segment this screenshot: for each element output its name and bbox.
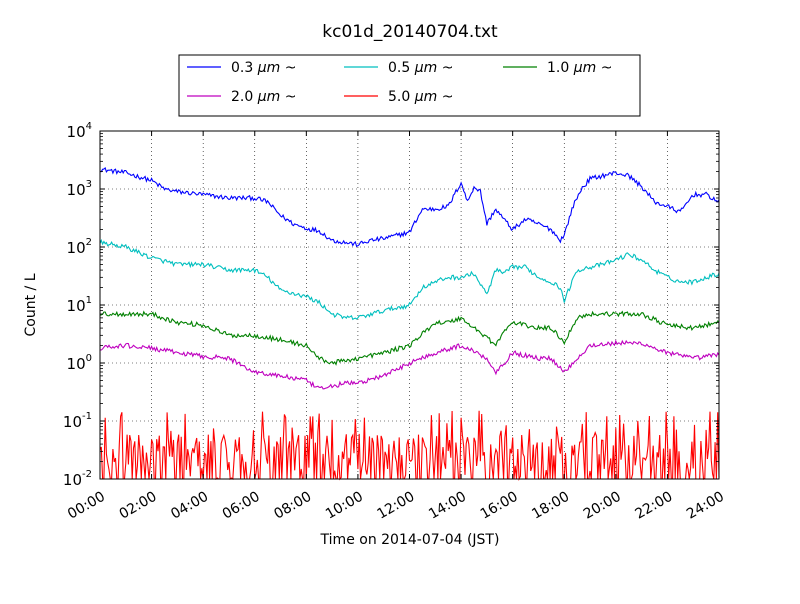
legend-label: 0.5 μm ~ — [388, 60, 453, 76]
x-tick-label: 04:00 — [168, 489, 211, 523]
series-line — [99, 238, 720, 321]
series-line — [99, 167, 720, 248]
x-tick-label: 08:00 — [271, 489, 314, 523]
legend: 0.3 μm ~ 0.5 μm ~ 1.0 μm ~ 2.0 μm ~ 5.0 μm ~ — [178, 54, 641, 117]
x-axis-label: Time on 2014-07-04 (JST) — [320, 532, 500, 548]
x-tick-label: 22:00 — [632, 489, 675, 523]
y-tick-label: 100 — [67, 353, 92, 373]
x-tick-label: 00:00 — [65, 489, 108, 523]
x-tick-label: 14:00 — [426, 489, 469, 523]
x-tick-label: 12:00 — [375, 489, 418, 523]
grid — [100, 131, 719, 479]
x-tick-label: 06:00 — [220, 489, 263, 523]
x-tick-label: 16:00 — [478, 489, 521, 523]
x-tick-label: 18:00 — [529, 489, 572, 523]
legend-label: 1.0 μm ~ — [547, 60, 612, 76]
ticks — [99, 130, 720, 480]
legend-label: 0.3 μm ~ — [231, 60, 296, 76]
y-tick-label: 10-2 — [63, 469, 92, 489]
y-axis-label: Count / L — [23, 273, 39, 336]
y-tick-labels: 10-2 10-1 100 101 102 103 104 — [63, 121, 92, 489]
y-tick-label: 104 — [67, 121, 92, 141]
legend-label: 5.0 μm ~ — [388, 89, 453, 105]
x-tick-labels: 00:00 02:00 04:00 06:00 08:00 10:00 12:00 14:00… — [65, 489, 727, 523]
x-tick-label: 20:00 — [581, 489, 624, 523]
y-tick-label: 10-1 — [63, 411, 92, 431]
x-tick-label: 24:00 — [684, 489, 727, 523]
legend-label: 2.0 μm ~ — [231, 89, 296, 105]
series-line — [99, 310, 720, 366]
x-tick-label: 10:00 — [323, 489, 366, 523]
y-tick-label: 101 — [67, 295, 92, 315]
series-line — [100, 339, 720, 390]
y-tick-label: 103 — [67, 179, 92, 199]
y-tick-label: 102 — [67, 237, 92, 257]
x-tick-label: 02:00 — [117, 489, 160, 523]
chart-title: kc01d_20140704.txt — [322, 22, 498, 42]
legend-frame — [178, 54, 641, 117]
